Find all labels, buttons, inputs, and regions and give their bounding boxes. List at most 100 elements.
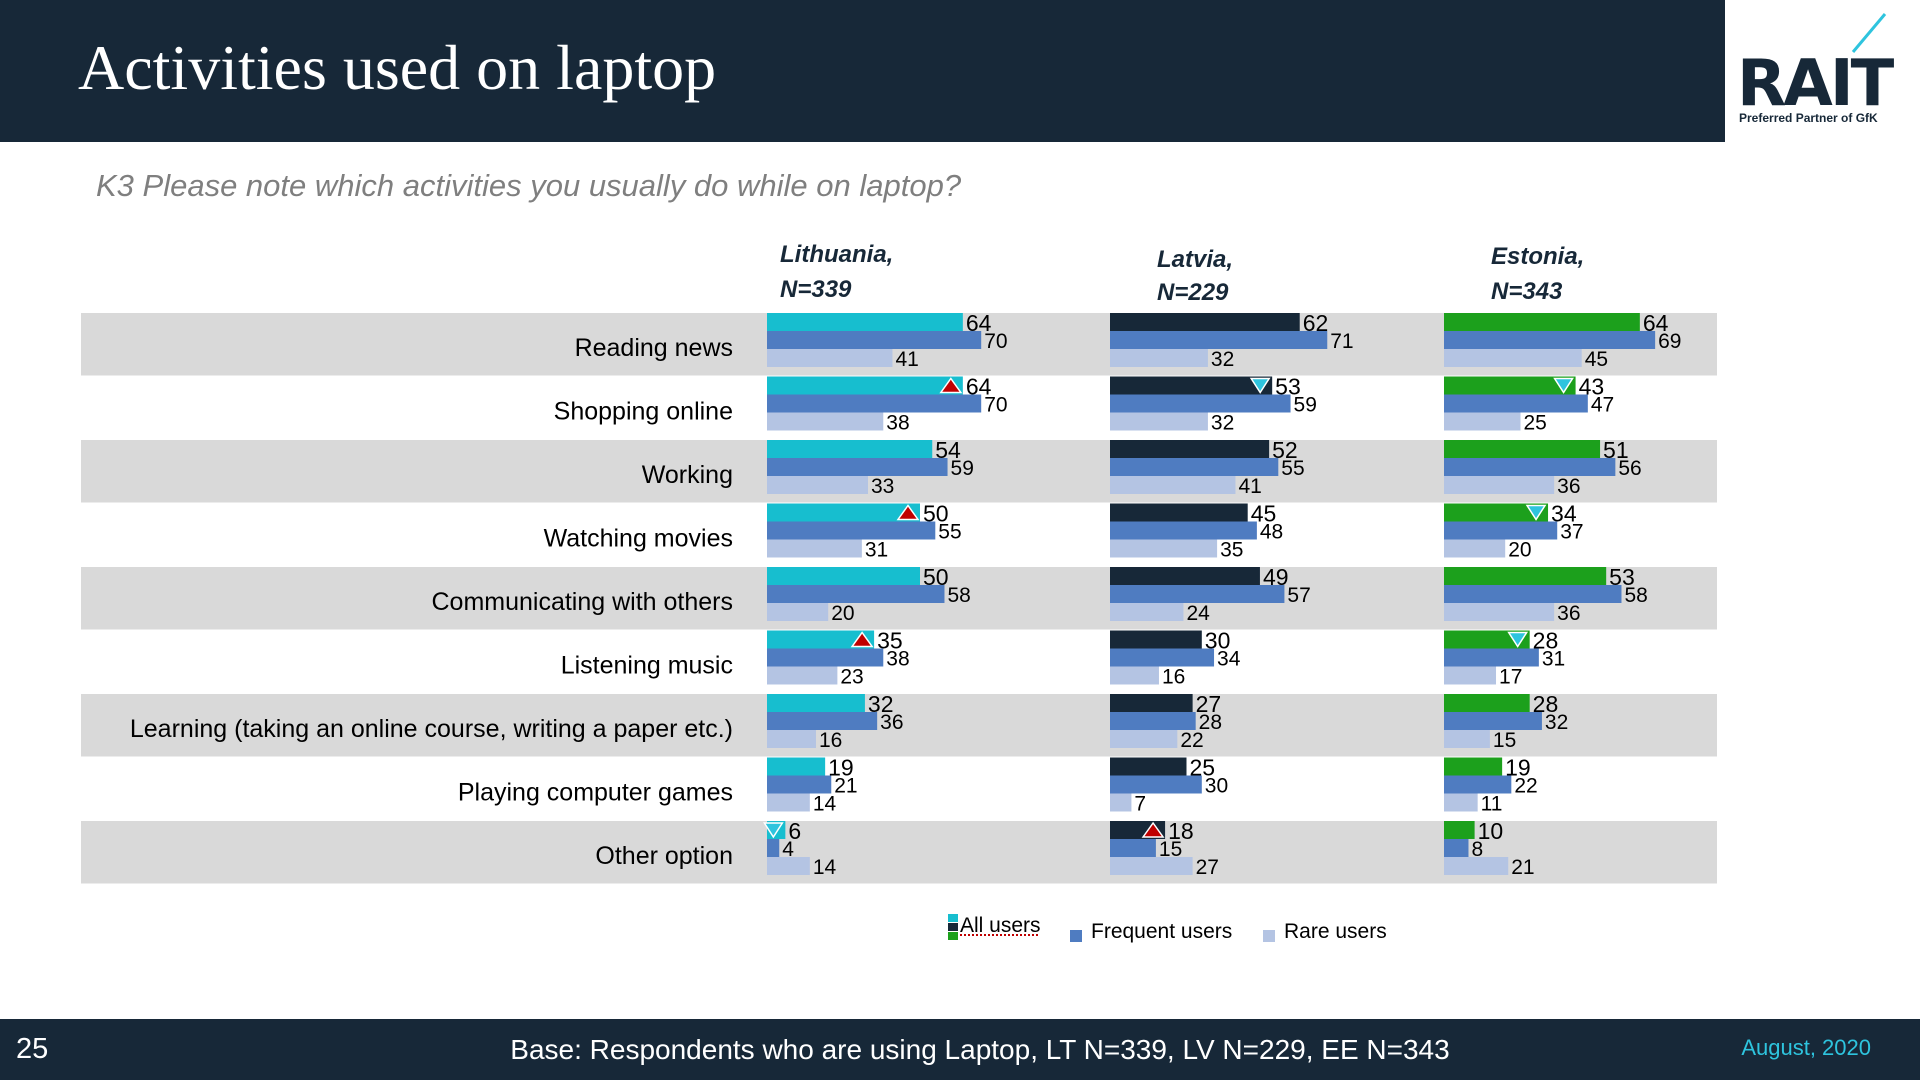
- legend-all-swatch-lt: [948, 914, 958, 922]
- bar-all: [1444, 503, 1549, 522]
- data-label-rare: 33: [871, 475, 894, 498]
- logo-text: RAIT: [1737, 47, 1895, 121]
- data-label-all: 27: [1196, 691, 1222, 717]
- bar-frequent: [1110, 331, 1328, 349]
- bar-frequent: [1444, 521, 1558, 540]
- data-label-rare: 14: [813, 793, 837, 816]
- data-label-frequent: 38: [886, 648, 909, 671]
- bar-all: [767, 376, 963, 395]
- bar-frequent: [1444, 331, 1656, 349]
- legend-all-users: All users: [960, 914, 1041, 937]
- data-label-rare: 20: [831, 602, 854, 625]
- data-label-rare: 32: [1211, 412, 1234, 435]
- bar-all: [1110, 376, 1273, 395]
- bar-frequent: [767, 458, 948, 476]
- data-label-rare: 16: [1162, 666, 1185, 689]
- bar-rare: [1444, 793, 1478, 812]
- bar-all: [767, 567, 920, 585]
- data-label-frequent: 37: [1560, 521, 1583, 544]
- bar-all: [1444, 694, 1530, 712]
- bar-rare: [1444, 412, 1521, 431]
- significance-up-icon: [850, 631, 874, 648]
- bar-rare: [767, 412, 884, 431]
- panel-n: N=339: [780, 276, 852, 303]
- bar-rare: [1110, 349, 1208, 367]
- bar-all: [1110, 440, 1270, 458]
- data-label-frequent: 28: [1199, 711, 1222, 734]
- bar-all: [1444, 821, 1475, 839]
- bar-frequent: [767, 712, 878, 730]
- bar-rare: [1110, 539, 1218, 558]
- data-label-frequent: 8: [1471, 838, 1483, 861]
- data-label-rare: 36: [1557, 475, 1580, 498]
- bar-frequent: [767, 839, 780, 857]
- bar-frequent: [1110, 521, 1257, 540]
- data-label-frequent: 59: [1294, 394, 1317, 417]
- legend-rare-users: Rare users: [1284, 920, 1387, 943]
- data-label-frequent: 34: [1217, 648, 1241, 671]
- bar-all: [1110, 630, 1202, 649]
- legend-rare-swatch: [1263, 930, 1275, 942]
- bar-rare: [767, 349, 893, 367]
- bar-rare: [1444, 666, 1497, 685]
- bar-frequent: [767, 585, 945, 603]
- category-label-playing-computer-games: Playing computer games: [458, 779, 733, 807]
- data-label-frequent: 70: [984, 394, 1007, 417]
- legend-all-swatch-lv: [948, 923, 958, 931]
- data-label-frequent: 22: [1514, 775, 1537, 798]
- bar-all: [1444, 313, 1640, 331]
- significance-down-icon: [1553, 377, 1574, 394]
- significance-down-icon: [1249, 377, 1271, 394]
- bar-all: [767, 630, 875, 649]
- bar-rare: [1444, 730, 1490, 748]
- bar-rare: [767, 666, 838, 685]
- bar-frequent: [1444, 712, 1542, 730]
- bar-rare: [767, 539, 862, 558]
- bar-rare: [1110, 793, 1132, 812]
- bar-all: [1110, 313, 1300, 331]
- page-number: 25: [16, 1033, 49, 1065]
- base-note: Base: Respondents who are using Laptop, …: [510, 1034, 1450, 1065]
- data-label-rare: 15: [1493, 729, 1516, 752]
- significance-up-icon: [896, 504, 920, 521]
- bar-frequent: [1110, 839, 1156, 857]
- bar-all: [1110, 694, 1193, 712]
- bar-rare: [767, 793, 810, 812]
- data-label-frequent: 31: [1542, 648, 1565, 671]
- data-label-frequent: 69: [1658, 330, 1681, 353]
- data-label-frequent: 57: [1287, 584, 1310, 607]
- data-label-frequent: 36: [880, 711, 903, 734]
- data-label-frequent: 47: [1591, 394, 1614, 417]
- data-label-frequent: 71: [1330, 330, 1353, 353]
- data-label-frequent: 48: [1260, 521, 1283, 544]
- category-label-communicating-with-others: Communicating with others: [431, 588, 733, 616]
- data-label-frequent: 15: [1159, 838, 1182, 861]
- bar-rare: [767, 730, 816, 748]
- bar-frequent: [1110, 585, 1285, 603]
- data-label-rare: 35: [1220, 539, 1243, 562]
- data-label-rare: 27: [1196, 856, 1219, 879]
- legend-frequent-users: Frequent users: [1091, 920, 1233, 943]
- data-label-rare: 11: [1481, 793, 1503, 816]
- bar-rare: [1110, 476, 1236, 494]
- data-label-frequent: 59: [951, 457, 974, 480]
- bar-frequent: [1444, 585, 1622, 603]
- bar-rare: [767, 857, 810, 875]
- data-label-rare: 38: [886, 412, 909, 435]
- significance-up-icon: [1141, 821, 1165, 838]
- data-label-frequent: 30: [1205, 775, 1228, 798]
- bar-all: [1110, 567, 1260, 585]
- category-label-watching-movies: Watching movies: [544, 525, 733, 553]
- survey-question: K3 Please note which activities you usua…: [96, 168, 962, 203]
- panel-title: Estonia,: [1491, 243, 1584, 270]
- header-bar: Activities used on laptop: [0, 0, 1725, 142]
- legend-frequent-swatch: [1070, 930, 1082, 942]
- bar-frequent: [1110, 648, 1215, 667]
- data-label-frequent: 58: [947, 584, 970, 607]
- bar-frequent: [1444, 648, 1539, 667]
- data-label-rare: 41: [1238, 475, 1261, 498]
- bar-frequent: [1110, 775, 1202, 794]
- data-label-rare: 7: [1134, 793, 1146, 816]
- bar-rare: [767, 603, 829, 621]
- bar-rare: [1444, 857, 1509, 875]
